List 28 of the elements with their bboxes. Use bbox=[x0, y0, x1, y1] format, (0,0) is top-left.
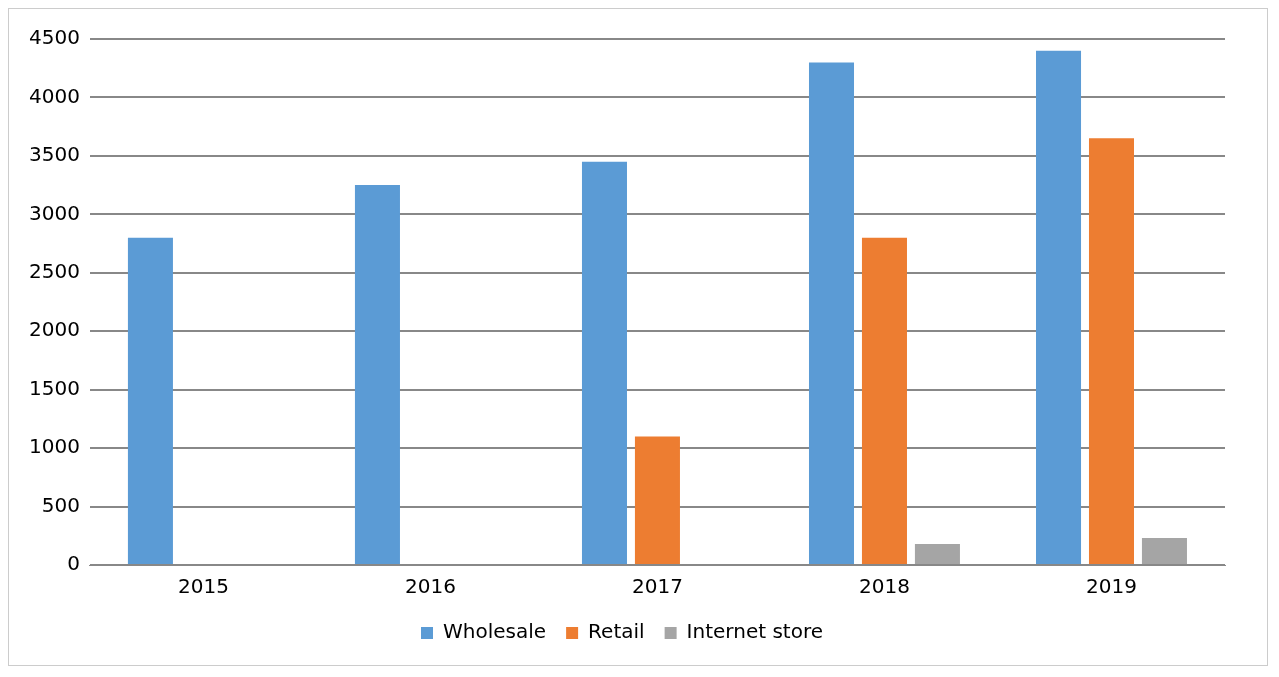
legend-label: Wholesale bbox=[443, 619, 547, 644]
legend-label: Retail bbox=[588, 619, 645, 644]
bar bbox=[861, 237, 907, 564]
x-tick-label: 2019 bbox=[1086, 574, 1137, 599]
bar bbox=[914, 543, 960, 564]
x-tick-label: 2016 bbox=[404, 574, 456, 599]
y-tick-label: 2500 bbox=[28, 258, 80, 283]
y-tick-label: 0 bbox=[67, 551, 80, 576]
legend-label: Internet store bbox=[686, 619, 823, 644]
x-tick-label: 2017 bbox=[632, 574, 683, 599]
bar bbox=[1088, 138, 1134, 564]
x-tick-label: 2015 bbox=[177, 574, 229, 599]
y-tick-label: 2000 bbox=[28, 317, 80, 342]
y-tick-label: 4500 bbox=[28, 25, 80, 50]
y-tick-label: 4000 bbox=[28, 83, 80, 108]
y-tick-label: 500 bbox=[41, 492, 80, 517]
y-tick-label: 1500 bbox=[28, 375, 80, 400]
bar bbox=[634, 436, 680, 564]
bar bbox=[808, 62, 855, 564]
bar bbox=[581, 161, 627, 564]
x-tick-label: 2018 bbox=[859, 574, 910, 599]
bar bbox=[1036, 50, 1082, 564]
bar bbox=[127, 237, 173, 564]
y-tick-label: 3500 bbox=[28, 142, 80, 167]
bar bbox=[1141, 538, 1187, 564]
bar bbox=[354, 185, 400, 564]
y-tick-label: 1000 bbox=[28, 434, 80, 459]
y-tick-label: 3000 bbox=[28, 200, 80, 225]
